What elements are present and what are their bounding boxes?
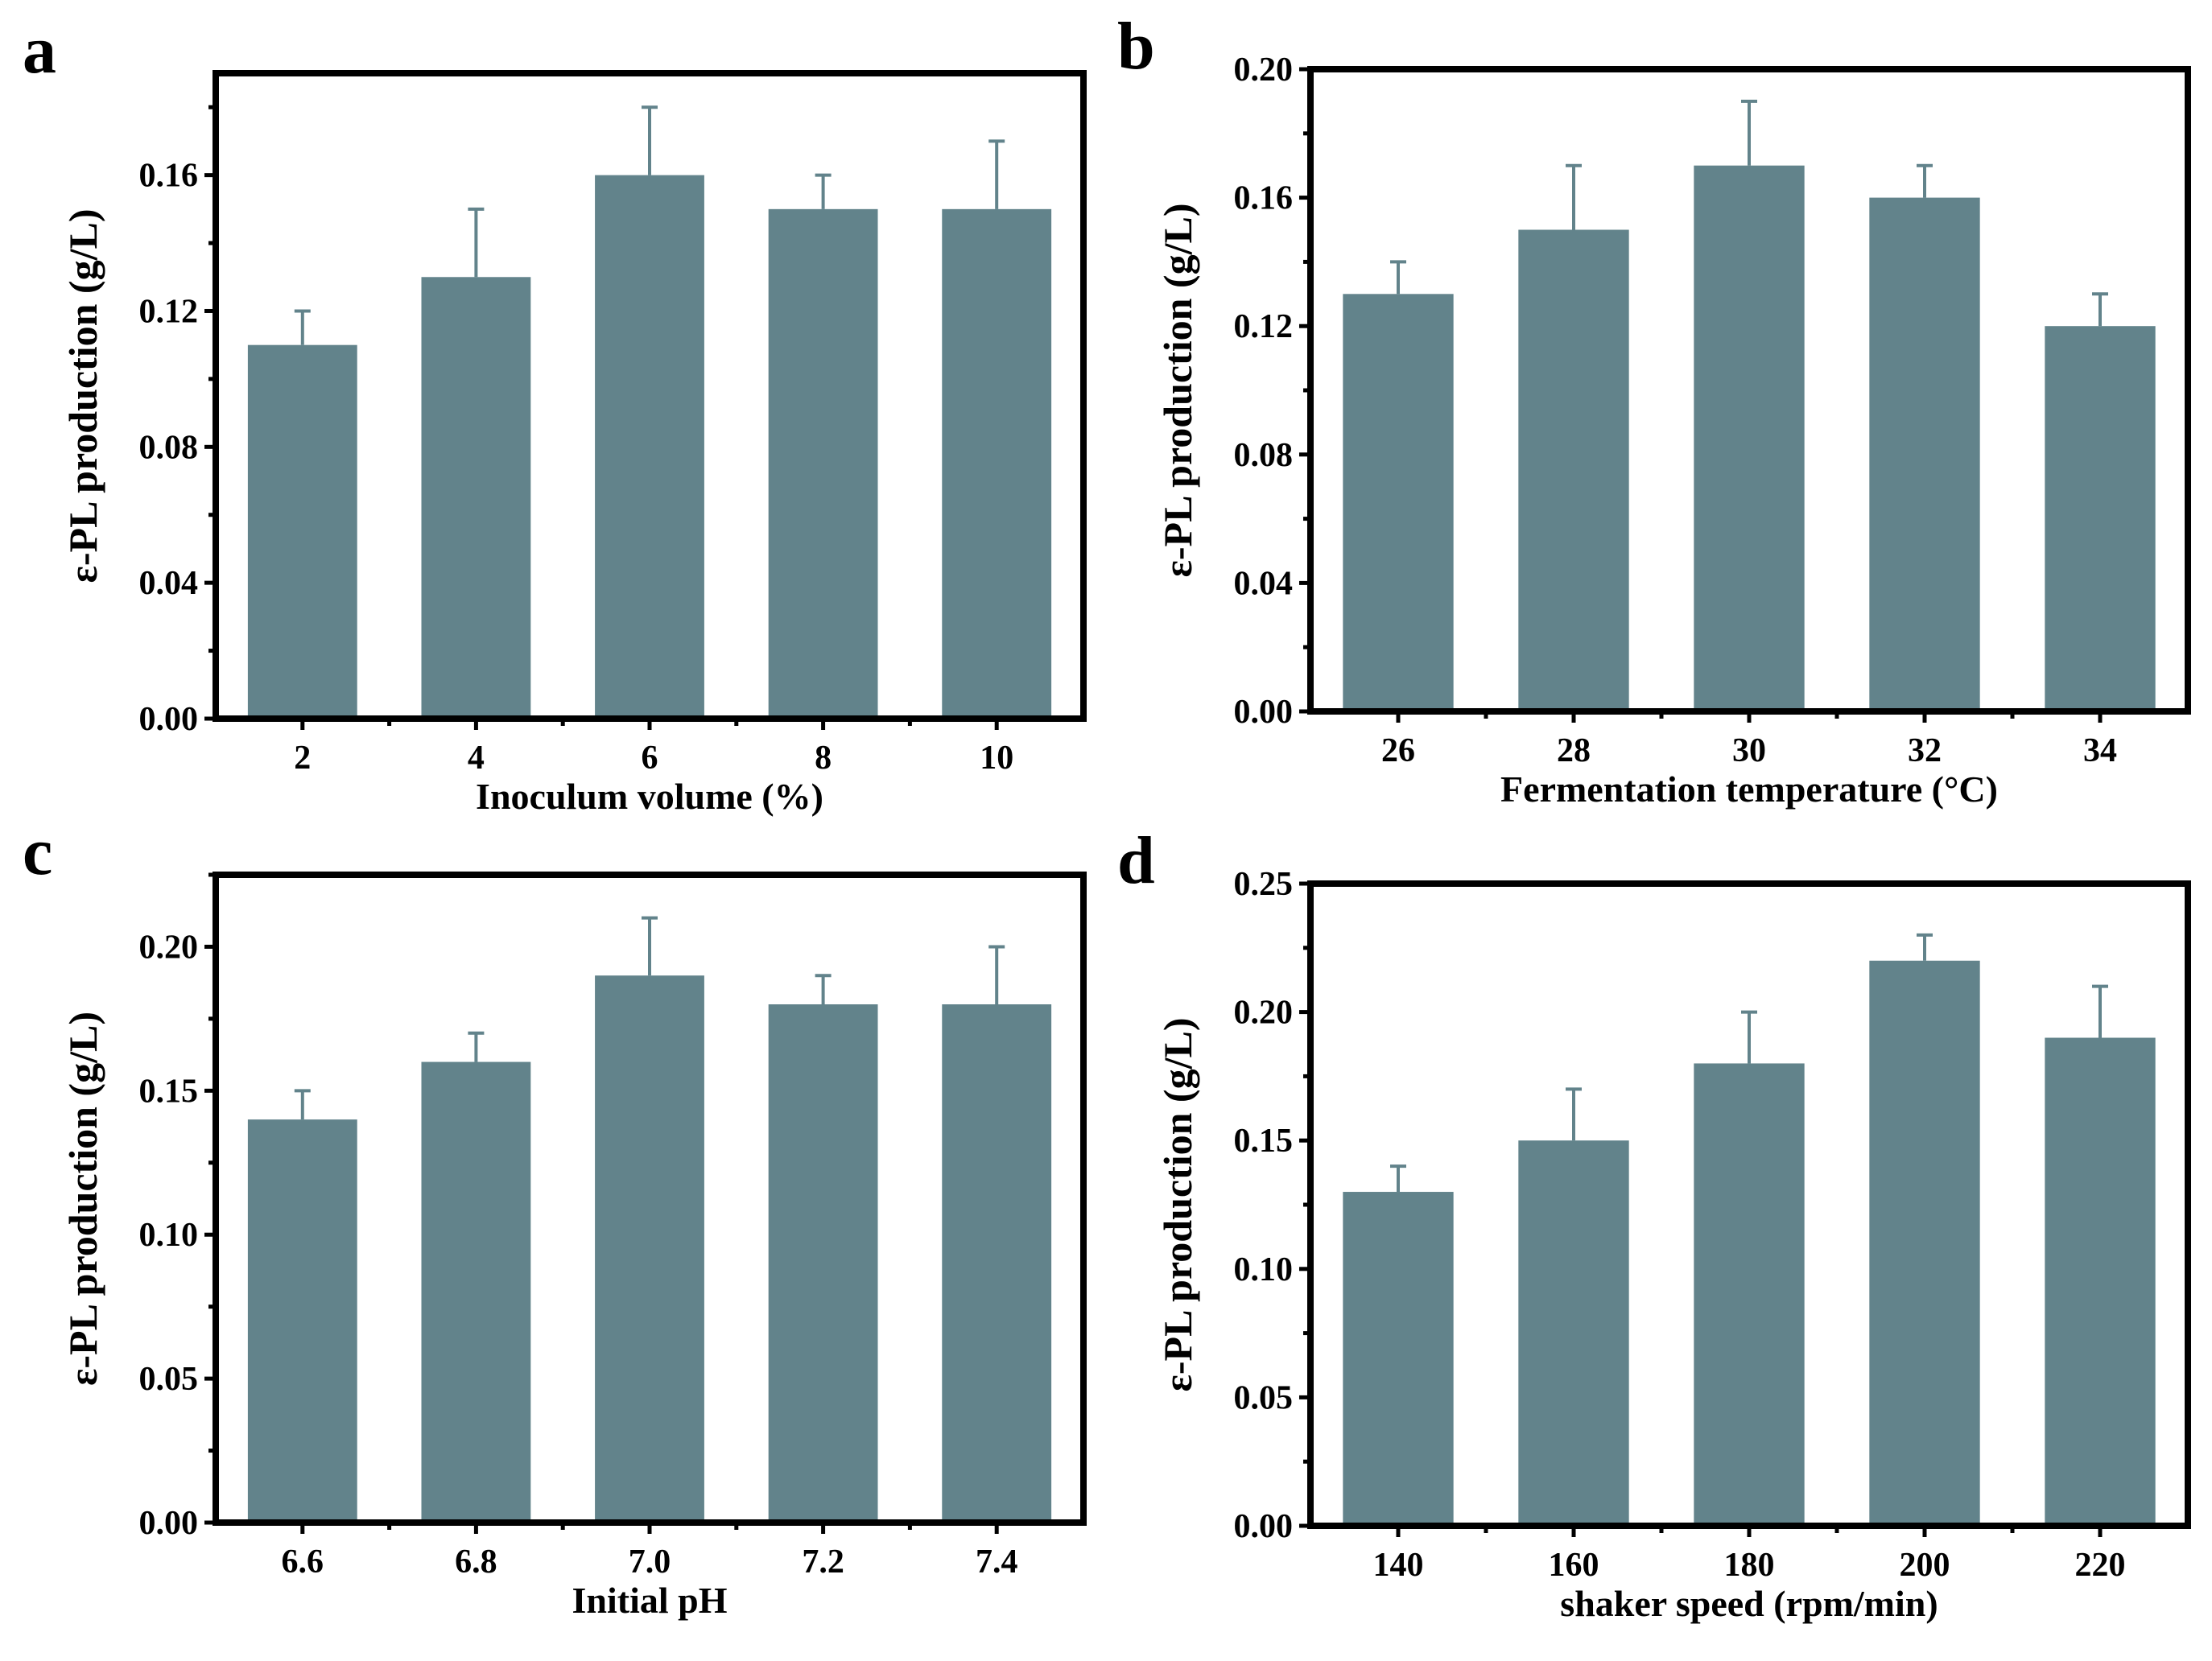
x-tick-label: 34 bbox=[2083, 732, 2117, 769]
bar bbox=[2045, 1037, 2156, 1526]
x-tick-label: 140 bbox=[1373, 1547, 1424, 1584]
bar bbox=[1694, 165, 1805, 711]
y-tick-label: 0.05 bbox=[139, 1361, 199, 1398]
x-tick-label: 4 bbox=[468, 740, 485, 777]
bar bbox=[1694, 1063, 1805, 1526]
panel-b-chart: b 0.00 0.04 0.08 0.12 0.16 0.20 26 28 30 32 34 Ferme… bbox=[1117, 9, 2191, 810]
bar bbox=[1343, 294, 1454, 711]
y-tick-label: 0.00 bbox=[139, 1505, 199, 1542]
y-tick-label: 0.20 bbox=[1234, 995, 1294, 1032]
panel-a-chart: a 0.00 0.04 0.08 0.12 0.16 2 4 6 8 10 Inoculum volu… bbox=[23, 13, 1087, 817]
y-tick-label: 0.20 bbox=[1234, 52, 1294, 89]
bar bbox=[595, 975, 704, 1523]
x-tick-label: 6.8 bbox=[455, 1544, 497, 1581]
bar bbox=[247, 344, 357, 719]
bar bbox=[1869, 960, 1980, 1526]
y-tick-label: 0.04 bbox=[1234, 565, 1294, 602]
y-tick-label: 0.15 bbox=[139, 1073, 199, 1110]
y-tick-label: 0.10 bbox=[139, 1217, 199, 1254]
x-tick-label: 30 bbox=[1732, 732, 1766, 769]
bar bbox=[421, 277, 531, 719]
panel-label: d bbox=[1117, 830, 1155, 898]
panel-d-chart: d 0.00 0.05 0.10 0.15 0.20 0.25 140 160 180 200 220… bbox=[1117, 830, 2191, 1624]
panel-label: b bbox=[1117, 9, 1155, 84]
y-tick-label: 0.00 bbox=[1234, 1508, 1294, 1545]
y-axis-label: ε-PL production (g/L) bbox=[1155, 1018, 1200, 1392]
bar bbox=[1518, 1140, 1629, 1526]
bar bbox=[942, 208, 1052, 719]
bar bbox=[421, 1061, 531, 1523]
x-tick-label: 7.2 bbox=[802, 1544, 844, 1581]
y-tick-label: 0.08 bbox=[139, 429, 199, 466]
y-tick-label: 0.08 bbox=[1234, 437, 1294, 474]
y-axis-label: ε-PL production (g/L) bbox=[1155, 204, 1200, 578]
y-tick-label: 0.16 bbox=[139, 158, 199, 195]
x-tick-label: 220 bbox=[2075, 1547, 2126, 1584]
bar bbox=[595, 175, 704, 719]
y-tick-label: 0.04 bbox=[139, 565, 199, 602]
y-tick-label: 0.25 bbox=[1234, 866, 1294, 903]
y-tick-label: 0.10 bbox=[1234, 1251, 1294, 1288]
x-tick-label: 32 bbox=[1908, 732, 1942, 769]
y-tick-label: 0.12 bbox=[139, 293, 199, 330]
y-axis-label: ε-PL production (g/L) bbox=[60, 1012, 105, 1386]
bar bbox=[942, 1004, 1052, 1523]
x-tick-label: 26 bbox=[1381, 732, 1415, 769]
bar bbox=[1518, 229, 1629, 711]
x-tick-label: 6.6 bbox=[282, 1544, 324, 1581]
bar bbox=[1869, 197, 1980, 712]
x-tick-label: 7.4 bbox=[976, 1544, 1018, 1581]
y-tick-label: 0.05 bbox=[1234, 1379, 1294, 1416]
x-tick-label: 7.0 bbox=[629, 1544, 671, 1581]
bar bbox=[768, 208, 878, 719]
y-tick-label: 0.16 bbox=[1234, 180, 1294, 217]
x-tick-label: 10 bbox=[980, 740, 1013, 777]
x-tick-label: 6 bbox=[642, 740, 658, 777]
y-axis-label: ε-PL production (g/L) bbox=[60, 209, 105, 583]
panel-label: c bbox=[23, 830, 52, 889]
x-axis-label: Initial pH bbox=[572, 1580, 727, 1621]
bar bbox=[1343, 1192, 1454, 1526]
y-tick-label: 0.15 bbox=[1234, 1123, 1294, 1160]
x-tick-label: 200 bbox=[1900, 1547, 1950, 1584]
x-tick-label: 8 bbox=[815, 740, 832, 777]
x-tick-label: 2 bbox=[294, 740, 311, 777]
bar bbox=[2045, 326, 2156, 711]
x-tick-label: 160 bbox=[1549, 1547, 1599, 1584]
x-axis-label: shaker speed (rpm/min) bbox=[1560, 1583, 1938, 1624]
panel-c-chart: c 0.00 0.05 0.10 0.15 0.20 6.6 6.8 7.0 7.2 7.4 Init… bbox=[23, 830, 1087, 1621]
panel-label: a bbox=[23, 13, 56, 88]
bar bbox=[768, 1004, 878, 1523]
x-tick-label: 28 bbox=[1557, 732, 1591, 769]
x-tick-label: 180 bbox=[1724, 1547, 1775, 1584]
y-tick-label: 0.12 bbox=[1234, 308, 1294, 345]
x-axis-label: Inoculum volume (%) bbox=[476, 776, 823, 817]
y-tick-label: 0.00 bbox=[139, 701, 199, 738]
y-tick-label: 0.00 bbox=[1234, 694, 1294, 731]
y-tick-label: 0.20 bbox=[139, 929, 199, 966]
bar bbox=[247, 1119, 357, 1523]
x-axis-label: Fermentation temperature (°C) bbox=[1500, 769, 1998, 810]
